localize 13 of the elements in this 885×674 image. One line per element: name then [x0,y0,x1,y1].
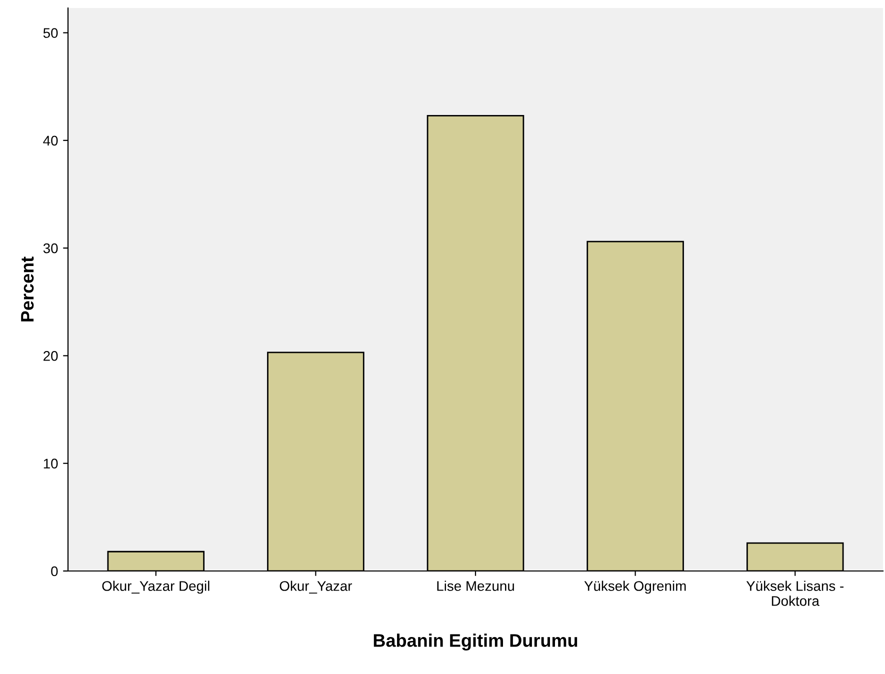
x-tick-label: Yüksek Lisans - Doktora [746,580,844,606]
y-tick-label: 0 [51,566,58,576]
y-tick-label: 20 [44,351,58,361]
y-tick-label: 10 [44,458,58,469]
x-tick-label: Lise Mezunu [437,580,514,591]
x-tick-label: Yüksek Ogrenim [584,580,686,594]
y-tick-label: 30 [43,243,58,254]
x-axis-title: Babanin Egitim Durumu [374,634,578,651]
y-axis-title: Percent [21,256,34,322]
x-tick-label: Okur_Yazar [280,580,352,594]
x-tick-label: Okur_Yazar Degil [102,580,210,594]
y-tick-label: 50 [43,28,58,38]
y-tick-label: 40 [43,136,58,146]
